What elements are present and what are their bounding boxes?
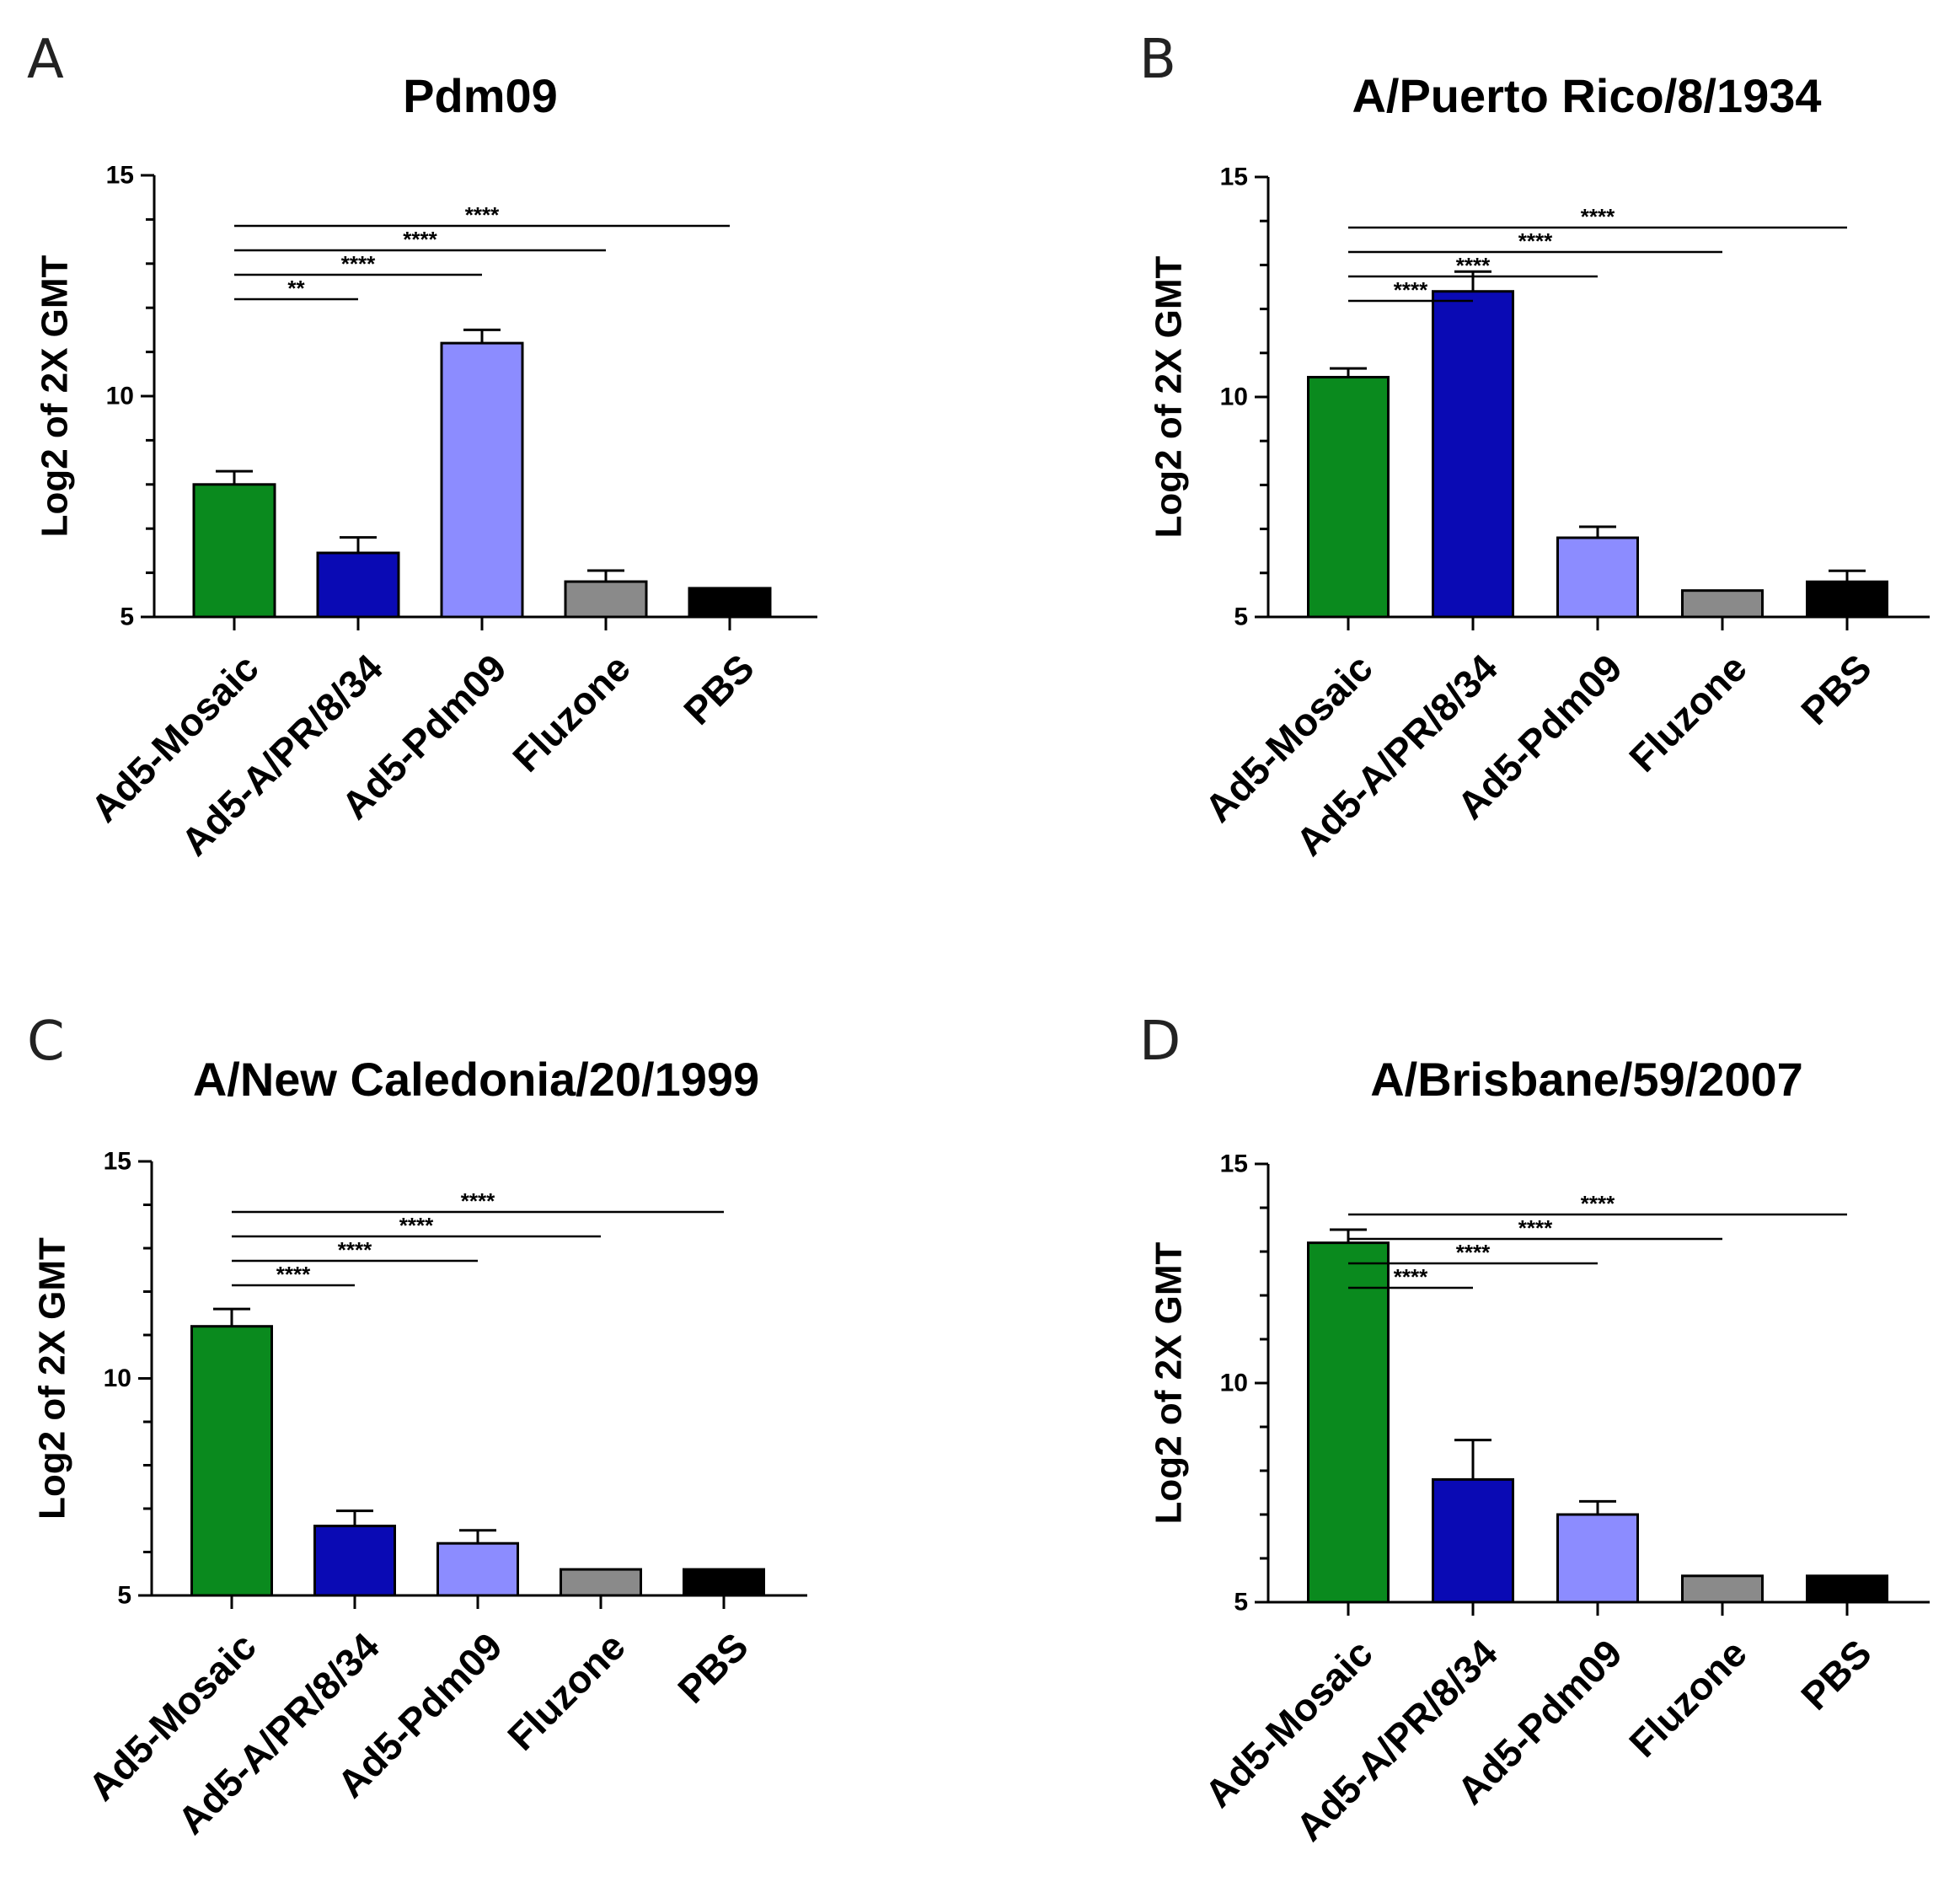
bar-5	[1806, 580, 1888, 619]
chart-title: A/Brisbane/59/2007	[1370, 1053, 1803, 1106]
y-tick-label: 10	[106, 383, 134, 410]
y-axis-label: Log2 of 2X GMT	[1149, 255, 1190, 538]
y-tick-label: 10	[1220, 1370, 1248, 1397]
bar-4	[564, 580, 648, 619]
y-tick-label: 5	[1234, 1589, 1248, 1617]
significance-label: ****	[1456, 253, 1491, 278]
bar-3	[440, 341, 524, 619]
significance-label: ****	[1394, 1264, 1428, 1289]
y-tick-label: 5	[1234, 603, 1248, 631]
significance-label: ****	[465, 202, 500, 228]
x-tick-label: PBS	[675, 646, 763, 733]
chart-title: A/Puerto Rico/8/1934	[1352, 69, 1821, 122]
x-tick-label: PBS	[1792, 646, 1880, 733]
x-tick-label: Fluzone	[499, 1624, 634, 1759]
chart-panel-c: C A/New Caledonia/20/1999 Log2 of 2X GMT 5 1…	[27, 1011, 807, 1842]
y-tick-label: 15	[1220, 164, 1248, 191]
bar-5	[1806, 1574, 1888, 1604]
bar-4	[1681, 1574, 1764, 1604]
bar-1	[1307, 376, 1390, 619]
y-tick-label: 10	[104, 1365, 131, 1392]
bar-1	[192, 483, 276, 619]
bar-1	[1307, 1241, 1390, 1604]
x-tick-label: Fluzone	[1620, 1631, 1755, 1766]
panel-letter: D	[1139, 1011, 1181, 1073]
bar-3	[1556, 1513, 1639, 1604]
bar-2	[313, 1525, 396, 1597]
y-tick-label: 5	[117, 1582, 131, 1610]
significance-label: ****	[399, 1213, 434, 1238]
x-tick-label: Fluzone	[1620, 646, 1755, 780]
y-axis-label: Log2 of 2X GMT	[32, 1237, 73, 1520]
chart-panel-b: B A/Puerto Rico/8/1934 Log2 of 2X GMT 5 10 15…	[1139, 29, 1930, 864]
significance-label: ****	[1581, 1191, 1615, 1216]
bar-5	[688, 587, 772, 619]
significance-label: ****	[461, 1188, 495, 1214]
panel-letter: B	[1139, 29, 1176, 91]
significance-label: ****	[1394, 277, 1428, 303]
panel-letter: A	[27, 29, 64, 91]
bar-5	[683, 1568, 765, 1597]
y-tick-label: 10	[1220, 383, 1248, 411]
x-tick-label: PBS	[1792, 1631, 1880, 1718]
panel-letter: C	[27, 1011, 65, 1073]
bar-2	[1432, 290, 1514, 619]
y-tick-label: 15	[1220, 1150, 1248, 1178]
bar-1	[190, 1325, 273, 1597]
significance-label: ****	[1581, 204, 1615, 229]
significance-label: ****	[1518, 1215, 1553, 1241]
x-tick-label: PBS	[669, 1624, 757, 1712]
bar-4	[560, 1568, 642, 1597]
chart-title: A/New Caledonia/20/1999	[193, 1053, 759, 1106]
bar-3	[436, 1541, 519, 1597]
significance-label: ****	[338, 1237, 372, 1263]
bar-2	[1432, 1477, 1514, 1604]
significance-label: ****	[1518, 228, 1553, 254]
significance-label: ****	[341, 251, 376, 276]
significance-label: **	[287, 276, 305, 301]
y-tick-label: 5	[120, 603, 134, 631]
bar-2	[316, 551, 400, 619]
bar-4	[1681, 589, 1764, 619]
bar-3	[1556, 536, 1639, 619]
y-axis-label: Log2 of 2X GMT	[35, 255, 76, 537]
x-tick-label: Fluzone	[504, 646, 639, 780]
y-axis-label: Log2 of 2X GMT	[1149, 1241, 1190, 1524]
y-tick-label: 15	[104, 1148, 131, 1176]
significance-label: ****	[1456, 1240, 1491, 1265]
significance-label: ****	[403, 227, 437, 252]
y-tick-label: 15	[106, 162, 134, 190]
significance-label: ****	[276, 1262, 311, 1287]
chart-title: Pdm09	[403, 69, 558, 122]
